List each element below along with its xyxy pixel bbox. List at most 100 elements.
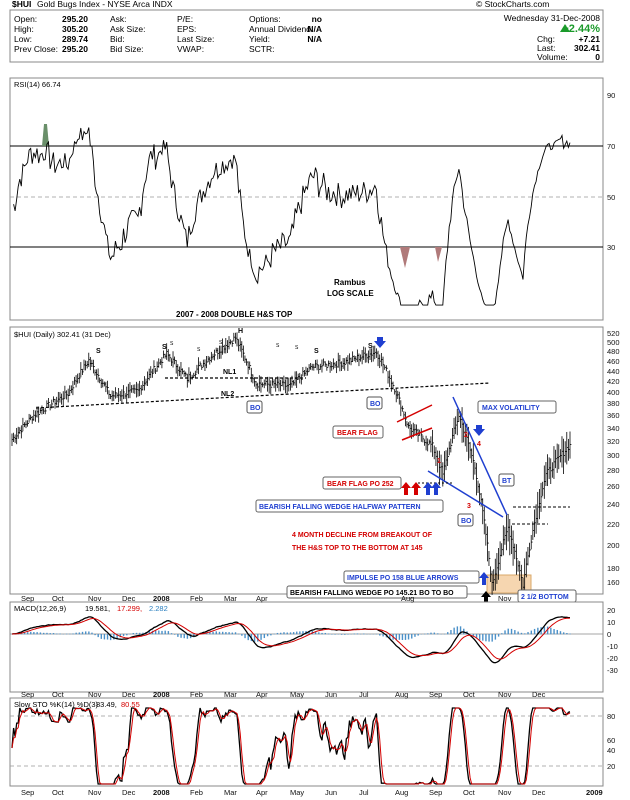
month-label-macd: Apr bbox=[256, 690, 268, 699]
bo-label-3: BO bbox=[461, 518, 472, 525]
price-tick: 380 bbox=[607, 399, 620, 408]
macd-hist-bar bbox=[414, 634, 416, 637]
month-label-macd: Feb bbox=[190, 690, 203, 699]
month-label-sto: Dec bbox=[122, 788, 136, 797]
macd-value: 19.581, bbox=[85, 604, 110, 613]
macd-hist-bar bbox=[154, 630, 157, 635]
volume-value: 0 bbox=[595, 52, 600, 62]
macd-hist-bar bbox=[437, 633, 439, 635]
macd-hist-bar bbox=[135, 632, 138, 635]
date-label: Wednesday 31-Dec-2008 bbox=[504, 13, 601, 23]
month-label-macd: Dec bbox=[122, 690, 136, 699]
bt-label: BT bbox=[502, 478, 512, 485]
macd-hist-bar bbox=[382, 634, 384, 637]
macd-hist-bar bbox=[433, 632, 436, 635]
ask-label: Ask: bbox=[110, 14, 127, 24]
month-label-price: Oct bbox=[52, 594, 65, 603]
max-volatility-label: MAX VOLATILITY bbox=[482, 405, 540, 412]
macd-hist-bar bbox=[122, 634, 125, 636]
macd-hist-bar bbox=[450, 630, 452, 635]
wave-2: 2 bbox=[464, 432, 468, 439]
bt-box bbox=[498, 473, 515, 487]
chg-value: +7.21 bbox=[578, 34, 600, 44]
macd-hist-bar bbox=[363, 633, 365, 635]
macd-tick: 0 bbox=[607, 630, 611, 639]
book-column: Ask: Ask Size: Bid: Bid Size: bbox=[110, 14, 145, 54]
sto-label: Slow STO %K(14) %D(3) bbox=[14, 700, 99, 709]
bear-flag-box bbox=[332, 425, 384, 439]
rsi-tick-90: 90 bbox=[607, 91, 615, 100]
price-tick: 260 bbox=[607, 482, 620, 491]
macd-hist-bar bbox=[501, 633, 503, 635]
macd-hist-bar bbox=[411, 634, 413, 639]
macd-hist-bar bbox=[389, 634, 391, 639]
extra-column: Options: Annual Dividend: Yield: SCTR: n… bbox=[249, 14, 322, 54]
month-label-price: Nov bbox=[88, 594, 102, 603]
eps-label: EPS: bbox=[177, 24, 196, 34]
macd-hist-bar bbox=[472, 634, 475, 637]
macd-hist-bar bbox=[167, 631, 170, 635]
macd-hist-bar bbox=[550, 627, 552, 635]
quote-column: Open: High: Low: Prev Close: 295.20 305.… bbox=[14, 14, 88, 54]
month-label-price: Apr bbox=[256, 594, 268, 603]
month-label-sto: Aug bbox=[395, 788, 408, 797]
scale-label: LOG SCALE bbox=[327, 289, 374, 298]
price-tick: 420 bbox=[607, 377, 620, 386]
author-label: Rambus bbox=[334, 278, 366, 287]
macd-hist-bar bbox=[221, 631, 224, 635]
macd-hist-bar bbox=[537, 627, 539, 635]
macd-hist-bar bbox=[504, 630, 506, 635]
ask-size-label: Ask Size: bbox=[110, 24, 145, 34]
price-tick: 480 bbox=[607, 347, 620, 356]
macd-hist-bar bbox=[158, 630, 160, 635]
head-label: H bbox=[238, 328, 243, 335]
blue-up-arrow-icon-2 bbox=[431, 482, 441, 495]
macd-hist-bar bbox=[283, 632, 285, 635]
macd-hist-bar bbox=[97, 634, 99, 638]
macd-hist-bar bbox=[170, 633, 173, 635]
macd-hist-bar bbox=[491, 634, 493, 642]
bear-flag-po-box bbox=[322, 476, 402, 490]
macd-hist-bar bbox=[231, 632, 234, 635]
dividend-label: Annual Dividend: bbox=[249, 24, 313, 34]
macd-hist-bar bbox=[148, 631, 150, 635]
macd-hist-bar bbox=[485, 634, 487, 642]
macd-hist-bar bbox=[142, 632, 144, 635]
max-volatility-box bbox=[477, 400, 557, 414]
macd-tick: -20 bbox=[607, 654, 618, 663]
wave-3: 3 bbox=[467, 503, 471, 510]
open-value: 295.20 bbox=[62, 14, 88, 24]
macd-hist-bar bbox=[129, 633, 131, 635]
last-value: 302.41 bbox=[574, 43, 600, 53]
month-label-macd: Jul bbox=[359, 690, 369, 699]
macd-hist-bar bbox=[209, 632, 211, 635]
macd-hist-bar bbox=[556, 629, 558, 635]
macd-tick: 20 bbox=[607, 606, 615, 615]
options-value: no bbox=[312, 14, 322, 24]
impulse-label: IMPULSE PO 158 BLUE ARROWS bbox=[347, 575, 459, 582]
macd-hist-bar bbox=[164, 630, 166, 635]
macd-line bbox=[11, 616, 570, 664]
sto-tick: 80 bbox=[607, 712, 615, 721]
prev-close-value: 295.20 bbox=[62, 44, 88, 54]
macd-hist-bar bbox=[106, 634, 109, 640]
macd-hist-bar bbox=[103, 634, 106, 640]
macd-hist-bar bbox=[126, 634, 128, 636]
macd-signal-value: 17.299, bbox=[117, 604, 142, 613]
macd-hist-bar bbox=[139, 632, 141, 635]
price-axis: 520 500 480 460 440 420 400 380 360 340 … bbox=[607, 329, 620, 587]
month-label-macd: Aug bbox=[395, 690, 408, 699]
macd-hist-bar bbox=[20, 632, 23, 635]
bo-box-3 bbox=[457, 513, 474, 527]
x-axis-months: Sep Oct Nov Dec 2008 Feb Mar Apr Aug Nov… bbox=[21, 594, 603, 797]
rsi-frame bbox=[9, 77, 604, 321]
month-label-price: Feb bbox=[190, 594, 203, 603]
month-label-macd: Nov bbox=[88, 690, 102, 699]
macd-hist-bar bbox=[215, 631, 217, 635]
macd-hist-bar bbox=[253, 634, 256, 642]
macd-hist-bar bbox=[260, 634, 262, 640]
quote-header: $HUI Gold Bugs Index - NYSE Arca INDX © … bbox=[9, 0, 604, 63]
price-tick: 320 bbox=[607, 437, 620, 446]
small-shoulder-label-3: S bbox=[219, 340, 223, 346]
macd-hist-bar bbox=[177, 634, 179, 637]
